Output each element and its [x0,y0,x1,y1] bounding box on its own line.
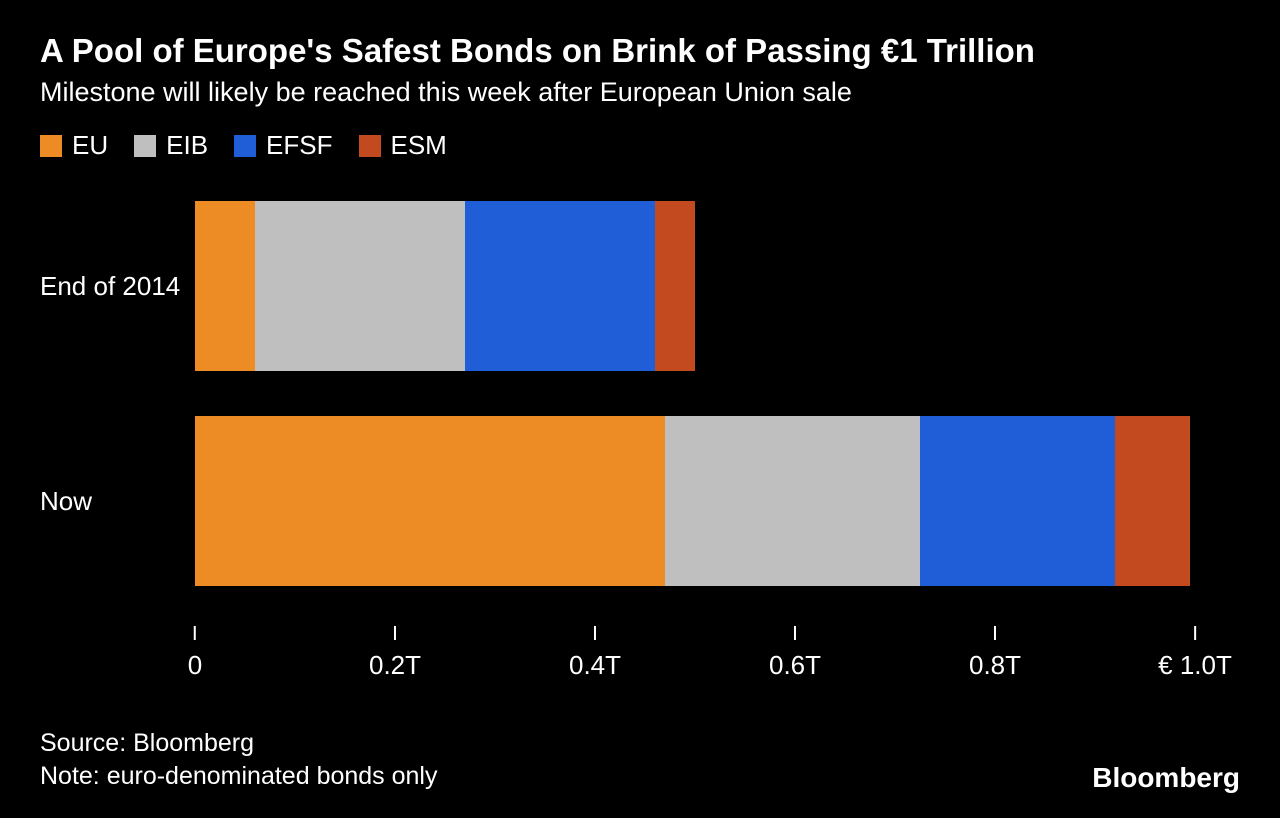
x-tick-label: 0.4T [569,650,621,681]
x-tick: 0 [188,626,202,681]
bar-category-label: Now [40,486,195,517]
x-tick: 0.8T [969,626,1021,681]
x-tick-label: 0 [188,650,202,681]
x-tick-mark [394,626,396,640]
x-tick-mark [794,626,796,640]
x-tick: 0.2T [369,626,421,681]
x-tick-mark [994,626,996,640]
legend-item: EU [40,130,108,161]
brand-label: Bloomberg [1092,762,1240,794]
bar-segment-efsf [920,416,1115,586]
x-tick: € 1.0T [1158,626,1232,681]
legend-swatch [234,135,256,157]
bar-category-label: End of 2014 [40,271,195,302]
legend-item: ESM [359,130,447,161]
bar-row: End of 2014 [40,201,1240,371]
chart-footer: Source: Bloomberg Note: euro-denominated… [40,727,1240,795]
legend-label: EU [72,130,108,161]
bar-segment-esm [1115,416,1190,586]
legend: EU EIB EFSF ESM [40,130,1240,161]
x-tick-label: 0.2T [369,650,421,681]
bar-segment-eib [665,416,920,586]
x-tick: 0.6T [769,626,821,681]
x-tick-mark [594,626,596,640]
bar-row: Now [40,416,1240,586]
x-tick: 0.4T [569,626,621,681]
legend-item: EIB [134,130,208,161]
legend-swatch [359,135,381,157]
x-tick-mark [194,626,196,640]
legend-label: EFSF [266,130,332,161]
bar-track [195,416,1190,586]
x-tick-label: 0.6T [769,650,821,681]
x-tick-mark [1194,626,1196,640]
x-axis: 00.2T0.4T0.6T0.8T€ 1.0T [195,621,1195,681]
bar-segment-eu [195,201,255,371]
x-tick-label: € 1.0T [1158,650,1232,681]
bar-track [195,201,695,371]
x-tick-label: 0.8T [969,650,1021,681]
legend-label: EIB [166,130,208,161]
legend-label: ESM [391,130,447,161]
legend-swatch [40,135,62,157]
bar-segment-eu [195,416,665,586]
legend-swatch [134,135,156,157]
bar-segment-efsf [465,201,655,371]
bar-segment-eib [255,201,465,371]
chart-plot-area: End of 2014 Now 0 0.2T 0.4T 0.6T 0.8T € 1.0T [40,201,1240,681]
note-text: Note: euro-denominated bonds only [40,760,438,794]
bar-segment-esm [655,201,695,371]
chart-subtitle: Milestone will likely be reached this we… [40,77,1240,108]
legend-item: EFSF [234,130,332,161]
chart-title: A Pool of Europe's Safest Bonds on Brink… [40,30,1240,71]
source-text: Source: Bloomberg [40,727,438,761]
